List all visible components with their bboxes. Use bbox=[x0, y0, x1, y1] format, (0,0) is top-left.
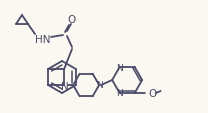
Text: HN: HN bbox=[35, 35, 51, 45]
Text: N: N bbox=[61, 81, 69, 91]
Text: N: N bbox=[116, 63, 123, 72]
Text: N: N bbox=[96, 81, 103, 90]
Text: O: O bbox=[68, 15, 76, 25]
Text: O: O bbox=[149, 88, 157, 98]
Text: N: N bbox=[116, 89, 123, 98]
